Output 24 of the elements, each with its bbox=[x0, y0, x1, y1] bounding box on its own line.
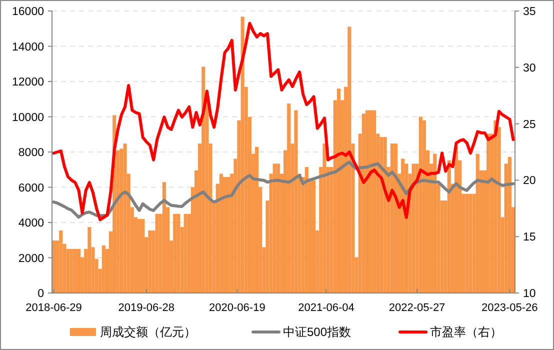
legend-label: 市盈率（右） bbox=[430, 325, 502, 340]
y-tick-label: 8000 bbox=[18, 147, 44, 160]
y2-tick-label: 20 bbox=[523, 175, 536, 188]
legend-label: 中证500指数 bbox=[283, 325, 352, 340]
y-tick-label: 4000 bbox=[18, 218, 44, 230]
x-tick-label: 2020-06-19 bbox=[209, 302, 266, 314]
y2-tick-label: 15 bbox=[523, 232, 536, 244]
y-tick-label: 12000 bbox=[12, 76, 44, 89]
x-tick-label: 2018-06-29 bbox=[26, 302, 82, 314]
x-tick-label: 2021-06-04 bbox=[298, 302, 354, 314]
y-tick-label: 14000 bbox=[12, 41, 44, 54]
y-tick-label: 10000 bbox=[12, 112, 44, 124]
x-tick-label: 2019-06-28 bbox=[118, 302, 175, 314]
y2-tick-label: 35 bbox=[523, 6, 536, 18]
x-tick-label: 2022-05-27 bbox=[388, 302, 446, 314]
legend-label: 周成交额（亿元） bbox=[100, 325, 196, 340]
y-tick-label: 2000 bbox=[18, 252, 44, 265]
y-tick-label: 6000 bbox=[18, 182, 44, 194]
y-tick-label: 16000 bbox=[12, 6, 44, 18]
y2-tick-label: 25 bbox=[523, 118, 536, 131]
y2-tick-label: 10 bbox=[523, 288, 536, 300]
x-tick-label: 2023-05-26 bbox=[482, 302, 538, 314]
y2-tick-label: 30 bbox=[523, 62, 536, 74]
y-tick-label: 0 bbox=[38, 288, 44, 300]
